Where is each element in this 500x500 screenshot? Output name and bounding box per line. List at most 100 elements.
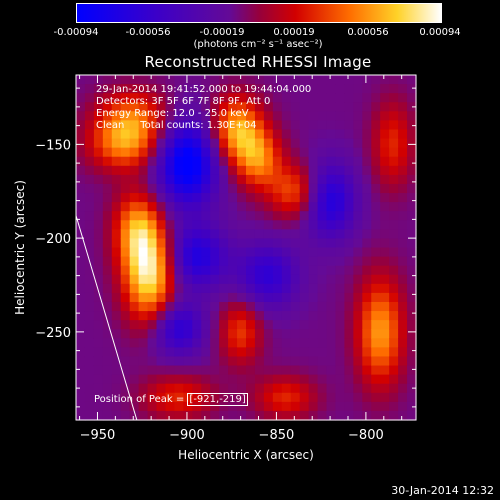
heatmap-cell xyxy=(156,292,167,303)
heatmap-cell xyxy=(246,356,256,367)
heatmap-cell xyxy=(156,129,167,140)
heatmap-cell xyxy=(192,211,202,221)
heatmap-cell xyxy=(254,274,265,285)
heatmap-cell xyxy=(326,292,337,303)
heatmap-cell xyxy=(344,338,354,348)
heatmap-cell xyxy=(254,129,265,140)
heatmap-cell xyxy=(308,120,319,131)
heatmap-cell xyxy=(389,265,399,276)
heatmap-cell xyxy=(237,392,247,403)
heatmap-cell xyxy=(317,347,328,358)
heatmap-cell xyxy=(147,193,158,203)
heatmap-cell xyxy=(138,238,149,249)
heatmap-cell xyxy=(281,102,292,112)
heatmap-cell xyxy=(102,320,113,330)
heatmap-cell xyxy=(129,410,140,421)
heatmap-cell xyxy=(156,229,167,240)
heatmap-cell xyxy=(407,111,417,121)
heatmap-cell xyxy=(76,75,86,85)
heatmap-cell xyxy=(228,193,238,203)
heatmap-cell xyxy=(317,129,328,140)
heatmap-cell xyxy=(120,247,131,258)
heatmap-cell xyxy=(138,174,149,185)
heatmap-cell xyxy=(147,129,158,140)
heatmap-cell xyxy=(281,356,292,367)
heatmap-cell xyxy=(317,392,328,403)
heatmap-cell xyxy=(344,156,354,167)
heatmap-cell xyxy=(219,283,229,294)
heatmap-cell xyxy=(111,165,122,176)
heatmap-cell xyxy=(84,311,95,321)
heatmap-cell xyxy=(263,311,274,321)
heatmap-cell xyxy=(165,347,176,358)
heatmap-cell xyxy=(272,211,283,221)
heatmap-cell xyxy=(156,365,167,376)
heatmap-cell xyxy=(389,93,399,103)
heatmap-cell xyxy=(120,292,131,303)
heatmap-cell xyxy=(380,347,390,358)
heatmap-cell xyxy=(165,265,176,276)
heatmap-cell xyxy=(380,283,390,294)
heatmap-cell xyxy=(344,174,354,185)
heatmap-cell xyxy=(93,211,104,221)
heatmap-cell xyxy=(281,410,292,421)
heatmap-cell xyxy=(263,283,274,294)
heatmap-cell xyxy=(353,383,363,394)
heatmap-cell xyxy=(272,256,283,267)
heatmap-cell xyxy=(76,229,86,240)
heatmap-cell xyxy=(281,311,292,321)
heatmap-cell xyxy=(371,247,381,258)
heatmap-cell xyxy=(84,365,95,376)
heatmap-cell xyxy=(362,256,372,267)
heatmap-cell xyxy=(281,75,292,85)
heatmap-cell xyxy=(335,311,346,321)
heatmap-cell xyxy=(111,84,122,94)
heatmap-cell xyxy=(210,347,220,358)
heatmap-cell xyxy=(353,229,363,240)
heatmap-cell xyxy=(263,320,274,330)
heatmap-cell xyxy=(272,365,283,376)
heatmap-cell xyxy=(254,283,265,294)
heatmap-cell xyxy=(219,120,229,131)
heatmap-cell xyxy=(174,84,184,94)
heatmap-cell xyxy=(76,202,86,212)
heatmap-cell xyxy=(362,84,372,94)
heatmap-cell xyxy=(183,84,193,94)
heatmap-cell xyxy=(272,338,283,348)
heatmap-cell xyxy=(201,347,211,358)
heatmap-cell xyxy=(246,174,256,185)
heatmap-cell xyxy=(407,211,417,221)
heatmap-cell xyxy=(263,183,274,194)
heatmap-cell xyxy=(335,329,346,339)
heatmap-cell xyxy=(102,220,113,230)
heatmap-cell xyxy=(93,274,104,285)
heatmap-cell xyxy=(344,292,354,303)
heatmap-cell xyxy=(389,174,399,185)
heatmap-cell xyxy=(308,320,319,330)
heatmap-cell xyxy=(93,401,104,412)
heatmap-cell xyxy=(237,311,247,321)
heatmap-cell xyxy=(272,383,283,394)
heatmap-cell xyxy=(254,102,265,112)
heatmap-cell xyxy=(407,320,417,330)
heatmap-cell xyxy=(308,165,319,176)
heatmap-cell xyxy=(389,211,399,221)
heatmap-cell xyxy=(165,338,176,348)
heatmap-cell xyxy=(102,93,113,103)
heatmap-cell xyxy=(407,292,417,303)
heatmap-cell xyxy=(317,301,328,312)
heatmap-cell xyxy=(156,392,167,403)
heatmap-cell xyxy=(407,183,417,194)
heatmap-cell xyxy=(84,211,95,221)
heatmap-cell xyxy=(129,147,140,158)
heatmap-cell xyxy=(246,311,256,321)
heatmap-cell xyxy=(335,211,346,221)
heatmap-cell xyxy=(398,156,408,167)
heatmap-cell xyxy=(84,283,95,294)
heatmap-cell xyxy=(398,301,408,312)
heatmap-cell xyxy=(299,211,310,221)
heatmap-cell xyxy=(84,320,95,330)
heatmap-cell xyxy=(111,111,122,121)
heatmap-cell xyxy=(335,120,346,131)
heatmap-cell xyxy=(174,156,184,167)
